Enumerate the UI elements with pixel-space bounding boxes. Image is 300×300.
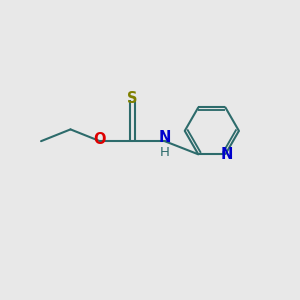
Text: H: H — [160, 146, 170, 159]
Text: S: S — [127, 91, 138, 106]
Text: N: N — [158, 130, 171, 145]
Text: N: N — [221, 147, 233, 162]
Text: O: O — [94, 132, 106, 147]
